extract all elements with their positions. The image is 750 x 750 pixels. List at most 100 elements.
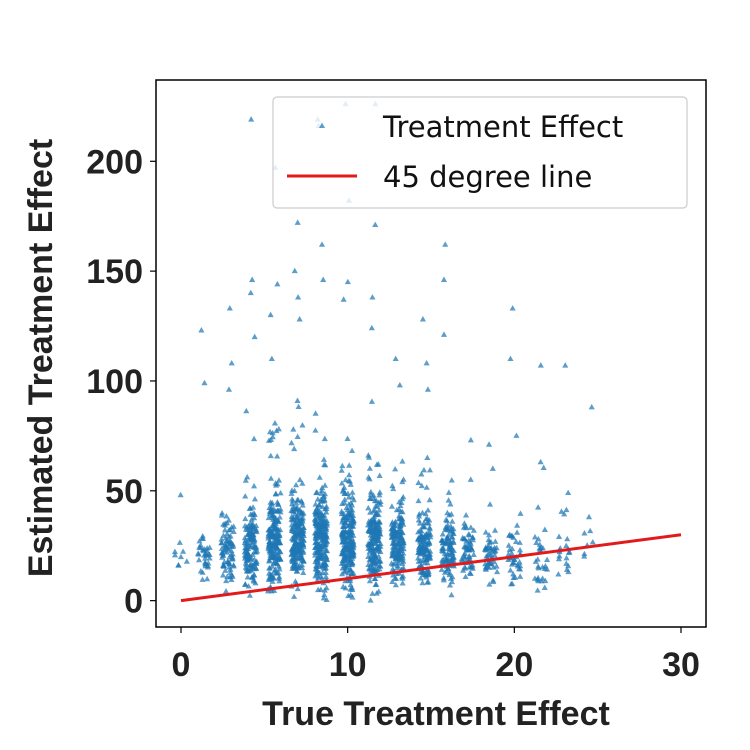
scatter-point [289, 565, 296, 571]
scatter-point [266, 557, 273, 563]
scatter-point [248, 516, 255, 522]
scatter-point [393, 506, 400, 513]
scatter-point [222, 567, 229, 573]
scatter-point [349, 507, 356, 513]
scatter-point [493, 563, 500, 569]
scatter-point [245, 583, 252, 589]
scatter-point [442, 524, 449, 530]
scatter-point [419, 523, 426, 529]
scatter-point [556, 552, 563, 559]
scatter-point [531, 533, 539, 540]
scatter-point [388, 534, 395, 540]
scatter-point [223, 513, 230, 519]
scatter-point [535, 504, 542, 510]
scatter-point [392, 543, 399, 549]
scatter-point [561, 510, 568, 517]
scatter-point [319, 498, 326, 504]
scatter-point [294, 517, 301, 524]
scatter-point [440, 537, 447, 544]
scatter-point [299, 480, 306, 486]
scatter-point [417, 557, 424, 564]
scatter-point [369, 294, 376, 300]
scatter-point [248, 539, 255, 546]
scatter-point [323, 596, 330, 603]
scatter-point [229, 554, 236, 560]
scatter-point [399, 478, 406, 485]
scatter-point [581, 553, 588, 559]
scatter-point [293, 481, 300, 488]
scatter-point [250, 577, 257, 583]
scatter-point [318, 241, 326, 247]
scatter-point [485, 531, 493, 538]
scatter-point [448, 575, 455, 581]
scatter-point [418, 471, 425, 477]
scatter-point [299, 502, 306, 508]
scatter-point [514, 522, 521, 528]
scatter-point [342, 577, 349, 584]
scatter-point [342, 538, 349, 545]
scatter-point [366, 556, 373, 563]
scatter-point [251, 514, 258, 521]
scatter-point [470, 527, 477, 533]
scatter-point [365, 527, 372, 533]
scatter-point [244, 574, 251, 580]
scatter-point [448, 549, 455, 555]
scatter-point [288, 521, 295, 528]
scatter-point [539, 575, 546, 581]
scatter-point [288, 516, 295, 522]
scatter-point [494, 568, 501, 575]
scatter-point [299, 538, 306, 545]
legend-label-45-degree-line: 45 degree line [383, 160, 592, 194]
scatter-point [366, 577, 373, 584]
scatter-point [195, 556, 203, 563]
scatter-point [423, 359, 430, 366]
scatter-point [393, 548, 400, 555]
scatter-point [225, 526, 233, 533]
scatter-point [375, 511, 382, 518]
scatter-point [275, 536, 282, 543]
scatter-point [291, 445, 298, 452]
scatter-point [449, 518, 456, 524]
plot-frame [155, 79, 707, 628]
scatter-point [273, 543, 280, 549]
scatter-point [267, 549, 274, 556]
scatter-point [295, 564, 302, 570]
scatter-point [424, 454, 431, 460]
scatter-point [534, 587, 541, 593]
scatter-point [492, 538, 499, 544]
scatter-point [222, 588, 230, 594]
scatter-point [390, 485, 397, 492]
scatter-point [294, 585, 301, 592]
scatter-point [276, 555, 283, 561]
scatter-point [344, 546, 351, 553]
scatter-point [273, 559, 280, 566]
scatter-point [466, 553, 473, 559]
scatter-point [366, 475, 373, 482]
scatter-point [417, 562, 424, 569]
scatter-point [323, 517, 330, 524]
scatter-point [418, 482, 425, 489]
scatter-point [392, 560, 399, 566]
scatter-point [298, 519, 305, 525]
scatter-point [487, 538, 495, 545]
scatter-point [275, 425, 282, 432]
scatter-point [321, 435, 328, 442]
scatter-point [537, 362, 544, 368]
scatter-point [420, 466, 428, 473]
scatter-point [290, 426, 297, 432]
scatter-point [449, 534, 456, 540]
scatter-point [448, 591, 455, 598]
scatter-point [467, 436, 474, 443]
scatter-point [242, 581, 249, 588]
scatter-point [417, 533, 424, 540]
scatter-point [369, 519, 376, 526]
legend-triangle-marker [318, 122, 326, 129]
scatter-point [176, 539, 183, 545]
scatter-point [440, 276, 448, 282]
scatter-point [275, 477, 283, 483]
scatter-point [265, 437, 273, 443]
legend-label-treatment-effect: Treatment Effect [382, 110, 623, 144]
scatter-point [297, 555, 304, 561]
scatter-point [555, 571, 562, 577]
scatter-point [227, 566, 234, 572]
